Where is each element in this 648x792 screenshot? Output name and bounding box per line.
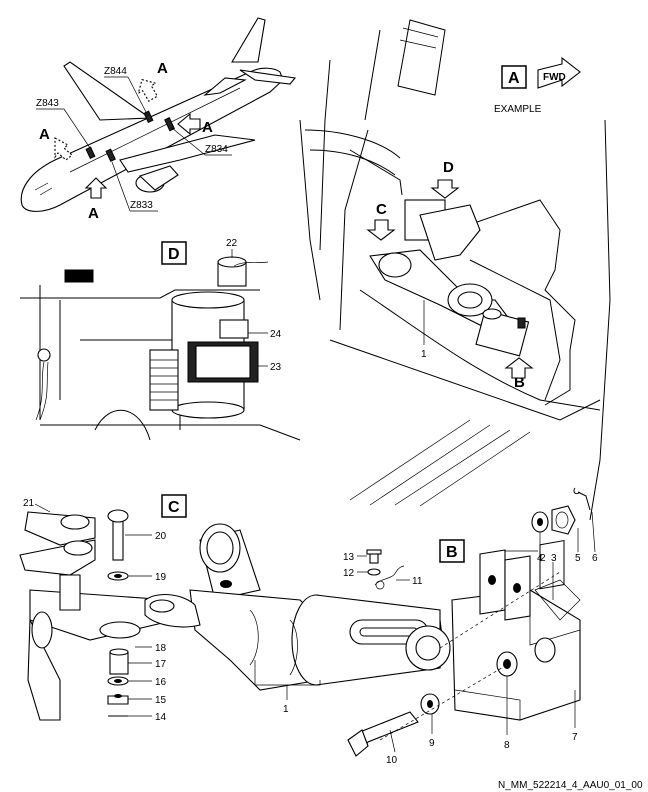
zone-label: Z843 — [36, 98, 59, 109]
callout-label: D — [443, 159, 454, 176]
fwd-label: FWD — [543, 72, 566, 83]
view-arrow-label: A — [202, 119, 213, 136]
view-d-title: D — [168, 246, 180, 263]
part-number: 7 — [572, 732, 578, 743]
part-number: 24 — [270, 329, 282, 340]
view-c-title: C — [168, 499, 180, 516]
part-number: 11 — [412, 576, 423, 587]
part-number: 10 — [386, 755, 398, 766]
part-number: 6 — [592, 553, 598, 564]
view-arrow-label: A — [39, 126, 50, 143]
view-a: A FWD EXAMPLE D C B — [299, 19, 611, 521]
part-number: 5 — [575, 553, 581, 564]
example-caption: EXAMPLE — [494, 104, 542, 115]
part-number: 4 — [537, 553, 543, 564]
zone-label: Z834 — [205, 144, 228, 155]
part-number: 21 — [23, 498, 35, 509]
zone-label: Z844 — [104, 66, 127, 77]
zone-label: Z833 — [130, 200, 153, 211]
part-number: 9 — [429, 738, 435, 749]
part-number: 18 — [155, 643, 167, 654]
part-number: 19 — [155, 572, 167, 583]
view-a-title: A — [508, 70, 520, 87]
part-number: 15 — [155, 695, 167, 706]
item-label: 1 — [421, 349, 427, 360]
part-number: 17 — [155, 659, 167, 670]
part-number: 22 — [226, 238, 238, 249]
aircraft-overview: Z844 Z843 Z834 Z833 A A A A — [20, 17, 297, 222]
view-d: D 22 24 23 — [20, 238, 301, 441]
part-number: 16 — [155, 677, 167, 688]
view-b-title: B — [446, 544, 458, 561]
part-number: 13 — [343, 552, 355, 563]
part-number: 20 — [155, 531, 167, 542]
view-arrow-label: A — [88, 205, 99, 222]
view-arrow-label: A — [157, 60, 168, 77]
view-c: C 21 20 19 18 17 16 — [19, 494, 187, 723]
part-number: 12 — [343, 568, 355, 579]
part-number: 14 — [155, 712, 167, 723]
part-number: 8 — [504, 740, 510, 751]
callout-label: B — [514, 374, 525, 391]
view-b: B 7 2 3 4 5 6 — [347, 487, 598, 766]
actuator-assembly: 1 13 12 11 — [144, 523, 451, 715]
callout-label: C — [376, 201, 387, 218]
part-number: 3 — [551, 553, 557, 564]
item-label: 1 — [283, 704, 289, 715]
part-number: 2 — [540, 553, 546, 564]
part-number: 23 — [270, 362, 282, 373]
figure-id: N_MM_522214_4_AAU0_01_00 — [498, 780, 643, 791]
